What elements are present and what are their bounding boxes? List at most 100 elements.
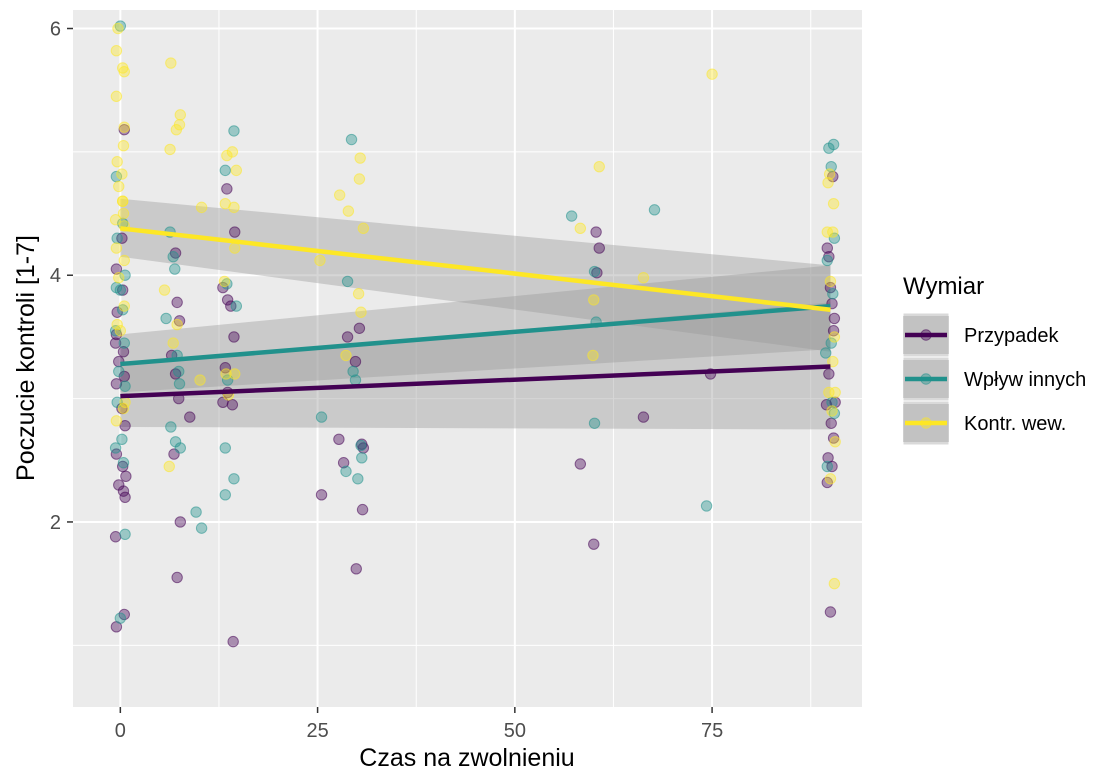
data-point <box>220 368 232 380</box>
data-point <box>706 68 718 80</box>
legend-label: Wpływ innych <box>964 369 1086 391</box>
data-point <box>117 207 130 220</box>
data-point <box>110 415 123 427</box>
data-point <box>827 197 840 210</box>
data-point <box>333 189 346 201</box>
data-point <box>574 222 587 235</box>
data-point <box>218 275 231 288</box>
data-point <box>593 160 605 173</box>
data-point <box>163 460 175 473</box>
x-tick-label: 0 <box>115 720 126 742</box>
data-point <box>174 516 187 528</box>
trend-lines <box>120 226 831 399</box>
confidence-ribbon <box>120 265 831 393</box>
data-point <box>827 355 839 368</box>
data-point <box>195 522 208 534</box>
data-point <box>169 263 181 275</box>
data-point <box>823 368 835 380</box>
data-point <box>113 180 125 193</box>
data-point <box>824 275 837 288</box>
data-point <box>565 210 578 222</box>
data-point <box>825 337 837 349</box>
data-point <box>342 205 355 217</box>
data-point <box>174 442 187 454</box>
data-point <box>315 489 328 501</box>
data-point <box>184 411 196 423</box>
data-point <box>820 347 832 359</box>
data-point <box>230 164 243 177</box>
data-point <box>228 473 240 485</box>
data-point <box>112 22 124 35</box>
data-point <box>229 368 241 380</box>
data-point <box>226 399 239 411</box>
data-point <box>341 275 354 288</box>
data-point <box>119 528 131 540</box>
data-point <box>824 473 837 485</box>
data-point <box>221 183 233 195</box>
data-point <box>118 300 130 312</box>
data-point <box>349 355 362 368</box>
data-point <box>823 386 835 399</box>
data-point <box>823 168 836 180</box>
data-point <box>648 204 661 216</box>
data-point <box>228 125 240 137</box>
data-point <box>226 146 239 158</box>
data-point <box>165 57 177 69</box>
data-point <box>119 380 131 392</box>
data-point <box>171 318 183 331</box>
data-point <box>588 265 601 278</box>
data-point <box>167 251 179 263</box>
data-point <box>117 457 130 469</box>
data-point <box>173 365 185 378</box>
legend-key-point <box>920 329 932 341</box>
x-tick-label: 50 <box>504 720 526 742</box>
data-point <box>117 346 130 358</box>
legend: Wymiar Przypadek Wpływ innych Kontr. wew. <box>902 273 1086 446</box>
legend-key-point <box>920 417 932 429</box>
data-point <box>120 470 132 483</box>
data-point <box>117 402 130 415</box>
data-point <box>117 139 130 152</box>
data-point <box>829 396 841 408</box>
data-point <box>167 337 179 349</box>
y-tick-label: 2 <box>50 512 61 534</box>
data-point <box>827 138 840 151</box>
data-point <box>354 152 366 164</box>
data-point <box>227 635 239 648</box>
data-point <box>637 271 650 284</box>
minor-gridlines <box>73 10 862 707</box>
data-point <box>109 337 122 349</box>
data-point <box>110 263 123 275</box>
data-point <box>229 226 241 238</box>
data-point <box>119 491 131 503</box>
data-point <box>355 306 367 318</box>
legend-label: Przypadek <box>964 325 1059 347</box>
legend-title: Wymiar <box>903 273 984 300</box>
y-tick-label: 6 <box>50 19 61 41</box>
data-point <box>352 288 365 300</box>
data-point <box>826 405 838 417</box>
data-point <box>109 442 122 454</box>
data-point <box>113 271 125 284</box>
data-point <box>111 306 123 318</box>
data-point <box>821 460 833 473</box>
x-axis: 0 25 50 75 <box>115 707 723 742</box>
data-point <box>352 473 364 485</box>
data-point <box>174 109 187 121</box>
confidence-ribbon <box>120 198 831 352</box>
data-point <box>821 242 833 254</box>
data-point <box>353 322 366 334</box>
data-point <box>117 195 129 207</box>
x-axis-title: Czas na zwolnieniu <box>359 744 574 772</box>
data-point <box>111 318 123 331</box>
data-point <box>119 420 131 432</box>
data-point <box>116 433 128 446</box>
data-point <box>164 143 176 156</box>
data-point <box>110 242 123 254</box>
data-point <box>700 500 713 512</box>
data-point <box>110 378 123 390</box>
data-point <box>114 325 127 337</box>
x-tick-label: 75 <box>701 720 723 742</box>
data-point <box>118 337 130 349</box>
